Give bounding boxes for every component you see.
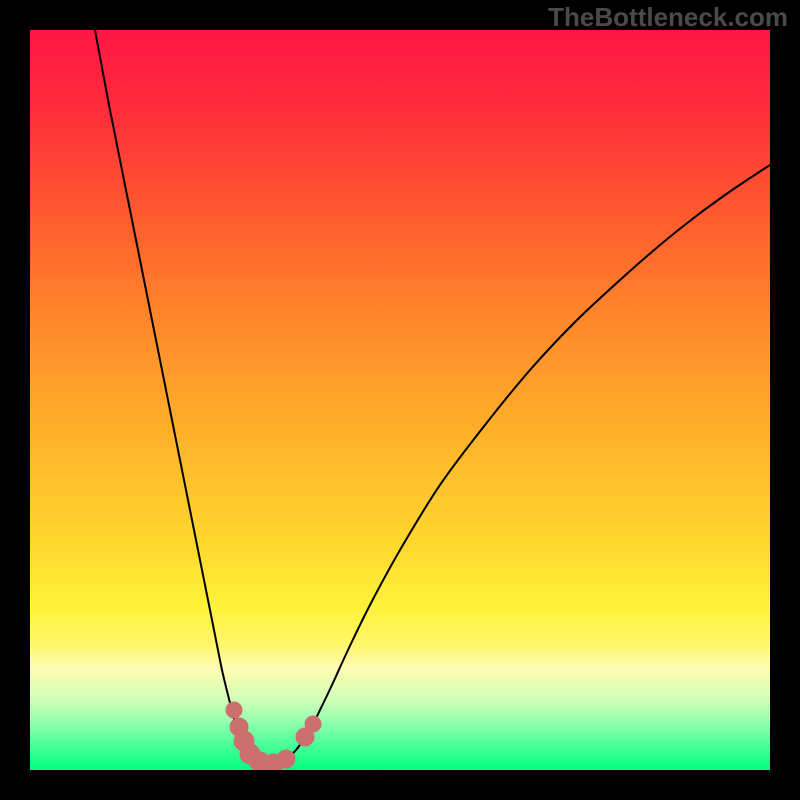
curve-marker [226,702,242,718]
curve-marker [305,716,321,732]
marker-group [226,702,321,770]
bottleneck-curve [95,30,770,765]
curve-marker [277,750,295,768]
watermark-text: TheBottleneck.com [548,2,788,33]
plot-area [30,30,770,770]
curve-overlay [30,30,770,770]
chart-container: TheBottleneck.com [0,0,800,800]
